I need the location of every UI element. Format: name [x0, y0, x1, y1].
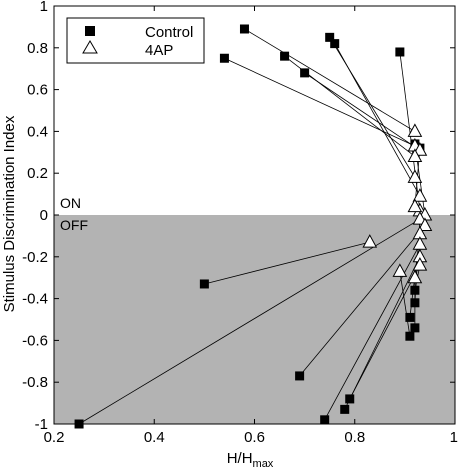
- connection-line: [329, 37, 416, 178]
- x-tick-label: 1: [450, 429, 458, 446]
- 4ap-point: [417, 217, 433, 231]
- on-region-label: ON: [60, 195, 81, 211]
- connection-line: [399, 271, 411, 337]
- control-point: [410, 323, 420, 333]
- control-point: [405, 312, 415, 322]
- y-tick-label: 0.6: [27, 82, 48, 99]
- off-region-label: OFF: [60, 217, 88, 233]
- connection-line: [334, 43, 421, 197]
- 4ap-point: [407, 269, 423, 284]
- legend-control-label: Control: [145, 24, 193, 41]
- y-tick-label: 1: [40, 0, 48, 15]
- control-point: [410, 285, 420, 295]
- control-point: [295, 371, 305, 381]
- connection-line: [299, 225, 426, 377]
- connection-line: [224, 57, 416, 147]
- connection-line: [78, 218, 421, 425]
- control-point: [239, 24, 249, 34]
- x-tick-labels: 0.2 0.4 0.6 0.8 1: [44, 429, 458, 446]
- control-point: [199, 279, 209, 289]
- 4ap-point: [407, 148, 423, 162]
- y-tick-label: -0.2: [22, 249, 48, 266]
- control-point: [405, 331, 415, 341]
- y-tick-label: -0.8: [22, 374, 48, 391]
- off-region-shading: [54, 215, 455, 424]
- y-tick-label: 0.8: [27, 40, 48, 57]
- x-tick-label: 0.6: [244, 429, 265, 446]
- y-tick-labels: -1 -0.8 -0.6 -0.4 -0.2 0 0.2 0.4 0.6 0.8 1: [22, 0, 48, 433]
- 4ap-point: [392, 263, 408, 277]
- control-point: [330, 39, 340, 49]
- control-point: [280, 51, 290, 61]
- 4ap-point: [412, 257, 428, 271]
- control-point: [219, 53, 229, 63]
- connection-line: [204, 241, 370, 285]
- x-tick-label: 0.4: [144, 429, 165, 446]
- control-point: [395, 47, 405, 57]
- x-axis-title: H/Hmax: [227, 450, 274, 470]
- x-tick-label: 0.8: [344, 429, 365, 446]
- y-tick-label: 0.4: [27, 123, 48, 140]
- y-tick-label: 0.2: [27, 165, 48, 182]
- control-point: [410, 298, 420, 308]
- control-point: [320, 415, 330, 425]
- 4ap-point: [362, 234, 378, 248]
- y-axis-title: Stimulus Discrimination Index: [1, 115, 18, 312]
- connection-line: [244, 28, 416, 132]
- 4ap-point: [407, 123, 423, 137]
- legend-control-marker: [85, 26, 95, 36]
- control-point: [340, 404, 350, 414]
- x-tick-label: 0.2: [44, 429, 65, 446]
- connection-line: [349, 264, 421, 400]
- 4ap-markers: [362, 123, 433, 284]
- legend-4ap-label: 4AP: [145, 42, 173, 59]
- 4ap-point: [407, 198, 423, 213]
- connection-line: [304, 72, 421, 151]
- y-tick-label: -0.4: [22, 291, 48, 308]
- control-point: [300, 68, 310, 78]
- 4ap-point: [407, 169, 423, 183]
- plot-frame: [53, 5, 456, 425]
- legend-4ap-marker: [82, 40, 98, 54]
- control-point: [325, 32, 335, 42]
- x-axis-title-main: H/H: [227, 450, 253, 467]
- control-point: [74, 419, 84, 429]
- x-axis-title-subscript: max: [253, 458, 274, 470]
- legend: Control 4AP: [66, 17, 205, 64]
- 4ap-point: [412, 188, 428, 202]
- y-tick-label: 0: [40, 207, 48, 224]
- control-point: [345, 394, 355, 404]
- y-tick-label: -1: [35, 416, 48, 433]
- y-tick-label: -0.6: [22, 332, 48, 349]
